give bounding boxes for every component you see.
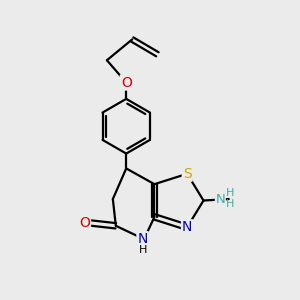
Text: O: O <box>79 216 90 230</box>
Text: H: H <box>226 200 234 209</box>
Text: O: O <box>121 76 132 89</box>
Text: S: S <box>183 167 191 181</box>
Text: H: H <box>226 188 234 197</box>
Text: H: H <box>138 245 147 256</box>
Text: O: O <box>121 76 131 89</box>
Text: N: N <box>137 232 148 246</box>
Text: N: N <box>182 220 192 234</box>
Text: N: N <box>215 193 225 206</box>
